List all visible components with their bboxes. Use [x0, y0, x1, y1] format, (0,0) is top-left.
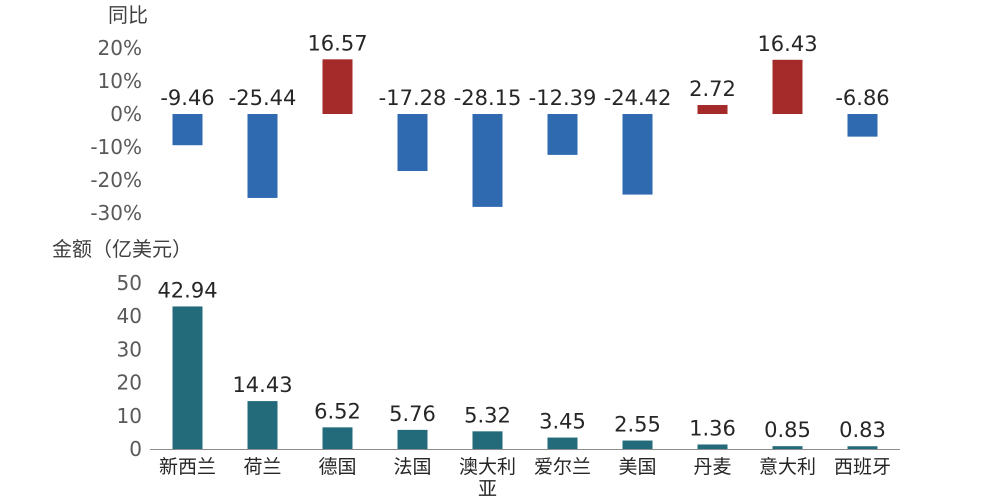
- yoy-data-label: -28.15: [454, 86, 522, 110]
- amount-data-labels: 42.94 14.43 6.52 5.76 5.32 3.45 2.55 1.36 0.85 0.…: [157, 278, 885, 442]
- amount-chart: 金额（亿美元） 50 40 30 20 10 0 42.94 14.43 6.52 5.76 5.…: [52, 237, 900, 500]
- yoy-y-axis-ticks: 20% 10% 0% -10% -20% -30%: [90, 36, 142, 225]
- yoy-y-tick-label: -10%: [90, 135, 142, 159]
- amount-bar-3: [322, 427, 353, 449]
- yoy-data-label: 2.72: [689, 77, 736, 101]
- category-label: 西班牙: [834, 456, 891, 478]
- amount-data-label: 2.55: [614, 413, 661, 437]
- amount-y-tick-label: 50: [117, 271, 142, 295]
- amount-bar-7: [622, 440, 653, 449]
- category-label: 丹麦: [693, 456, 731, 478]
- yoy-bar-6: [547, 114, 578, 155]
- yoy-bar-3: [322, 59, 353, 114]
- amount-bar-9: [772, 446, 803, 449]
- yoy-data-label: 16.43: [757, 32, 817, 56]
- amount-bars: [172, 306, 878, 449]
- yoy-bar-10: [847, 114, 878, 137]
- amount-data-label: 5.76: [389, 402, 436, 426]
- amount-y-tick-label: 20: [117, 371, 142, 395]
- yoy-y-tick-label: 10%: [98, 69, 142, 93]
- yoy-bar-5: [472, 114, 503, 207]
- amount-axis-title: 金额（亿美元）: [52, 237, 192, 261]
- yoy-data-label: -17.28: [379, 86, 447, 110]
- amount-bar-6: [547, 437, 578, 449]
- amount-data-label: 3.45: [539, 410, 586, 434]
- yoy-bar-7: [622, 114, 653, 195]
- amount-bar-1: [172, 306, 203, 449]
- yoy-y-tick-label: -20%: [90, 168, 142, 192]
- yoy-data-label: 16.57: [307, 31, 367, 55]
- amount-y-tick-label: 40: [117, 304, 142, 328]
- yoy-data-label: -12.39: [529, 86, 597, 110]
- category-label: 爱尔兰: [534, 456, 591, 478]
- yoy-data-label: -25.44: [229, 86, 297, 110]
- amount-bar-4: [397, 429, 428, 449]
- amount-data-label: 0.83: [839, 418, 886, 442]
- yoy-data-label: -9.46: [160, 86, 214, 110]
- amount-y-tick-label: 10: [117, 404, 142, 428]
- category-label: 澳大利亚: [459, 456, 516, 500]
- yoy-bar-9: [772, 59, 803, 114]
- yoy-data-labels: -9.46 -25.44 16.57 -17.28 -28.15 -12.39 -24.42…: [160, 31, 889, 110]
- amount-y-axis-ticks: 50 40 30 20 10 0: [117, 271, 142, 461]
- category-label: 意大利: [759, 456, 816, 478]
- amount-y-tick-label: 0: [129, 437, 142, 461]
- yoy-bar-2: [247, 114, 278, 198]
- yoy-y-tick-label: 0%: [110, 102, 142, 126]
- category-label: 新西兰: [159, 456, 216, 478]
- amount-bar-10: [847, 446, 878, 449]
- amount-bar-5: [472, 431, 503, 449]
- category-label: 法国: [393, 456, 431, 478]
- category-label: 德国: [318, 456, 356, 478]
- yoy-growth-chart: 同比 20% 10% 0% -10% -20% -30% -9.46 -25.44 16.57…: [90, 3, 889, 225]
- amount-data-label: 6.52: [314, 399, 361, 423]
- yoy-bar-4: [397, 114, 428, 172]
- amount-bar-8: [697, 444, 728, 449]
- category-label: 荷兰: [243, 456, 281, 478]
- category-label: 美国: [618, 456, 656, 478]
- yoy-y-tick-label: -30%: [90, 201, 142, 225]
- amount-data-label: 5.32: [464, 403, 511, 427]
- yoy-data-label: -24.42: [604, 86, 672, 110]
- amount-data-label: 42.94: [157, 278, 217, 302]
- yoy-data-label: -6.86: [835, 86, 889, 110]
- yoy-axis-title: 同比: [108, 3, 148, 27]
- yoy-bar-8: [697, 105, 728, 114]
- amount-data-label: 1.36: [689, 416, 736, 440]
- yoy-bar-1: [172, 114, 203, 146]
- amount-data-label: 14.43: [232, 373, 292, 397]
- yoy-bars: [172, 59, 878, 207]
- amount-data-label: 0.85: [764, 418, 811, 442]
- yoy-y-tick-label: 20%: [98, 36, 142, 60]
- amount-bar-2: [247, 401, 278, 449]
- amount-y-tick-label: 30: [117, 337, 142, 361]
